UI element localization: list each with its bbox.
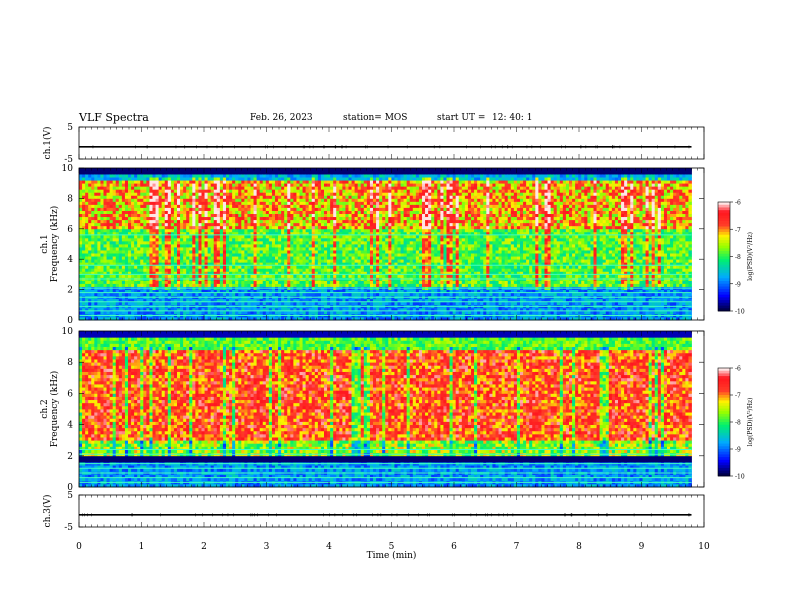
ytick-label: 10 [62, 327, 74, 337]
colorbar-tick-label: -6 [735, 366, 741, 373]
xtick-label: 3 [264, 542, 270, 552]
colorbar-label: log(PSD)(V²/Hz) [747, 232, 754, 281]
colorbar-tick-label: -9 [735, 447, 741, 454]
ytick-label: 8 [67, 194, 73, 204]
ytick-label: 0 [67, 316, 73, 326]
spectrogram-panel-ch2: 0 2 4 6 8 10 ch.2 Frequency (kHz) [40, 327, 704, 493]
xlabel: Time (min) [367, 550, 417, 561]
ytick-label: 5 [67, 123, 73, 133]
ylabel: ch.1(V) [42, 127, 53, 160]
xtick-label: 2 [201, 542, 207, 552]
xtick-label: 9 [639, 542, 645, 552]
xticks-panel [79, 127, 704, 159]
ylabel: ch.3(V) [42, 495, 53, 528]
xtick-label: 10 [698, 542, 710, 552]
ylabel-channel: ch.1 [40, 234, 50, 253]
ylabel-frequency: Frequency (kHz) [49, 371, 60, 448]
xtick-label: 4 [326, 542, 332, 552]
xtick-label: 1 [139, 542, 145, 552]
ytick-label: 2 [67, 286, 73, 296]
ylabel-channel: ch.2 [40, 399, 50, 418]
xtick-label: 7 [514, 542, 520, 552]
ytick-label: 6 [67, 225, 73, 235]
xtick-label: 6 [451, 542, 457, 552]
ytick-label: 4 [67, 421, 73, 431]
xtick-label: 0 [76, 542, 82, 552]
ytick-label: 4 [67, 255, 73, 265]
xticks-panel [79, 495, 704, 527]
colorbar-tick-label: -7 [735, 227, 741, 234]
colorbar-tick-label: -9 [735, 281, 741, 288]
ytick-label: 6 [67, 389, 73, 399]
ytick-label: 8 [67, 358, 73, 368]
colorbar-tick-label: -7 [735, 393, 741, 400]
spectrogram-panel-ch1: 0 2 4 6 8 10 ch.1 Frequency (kHz) [40, 164, 704, 326]
xtick-label: 8 [576, 542, 582, 552]
ylabel-frequency: Frequency (kHz) [49, 206, 60, 283]
ytick-label: 2 [67, 452, 73, 462]
colorbar-tick-label: -10 [735, 309, 745, 316]
colorbar-ch1: -6 -7 -8 -9 -10 log(PSD)(V²/Hz) [718, 200, 754, 316]
colorbar-tick-label: -8 [735, 420, 741, 427]
colorbar-tick-label: -10 [735, 474, 745, 481]
colorbar-label: log(PSD)(V²/Hz) [747, 398, 754, 447]
colorbar-ch2: -6 -7 -8 -9 -10 log(PSD)(V²/Hz) [718, 366, 754, 481]
ytick-label: 10 [62, 164, 74, 174]
ytick-label: -5 [64, 523, 73, 533]
ytick-label: 0 [67, 483, 73, 493]
colorbar-tick-label: -6 [735, 200, 741, 207]
vlf-spectra-figure: 5-5ch.1(V)5-5ch.3(V)0246810ch.1 Frequency… [0, 0, 792, 612]
colorbar-tick-label: -8 [735, 254, 741, 261]
